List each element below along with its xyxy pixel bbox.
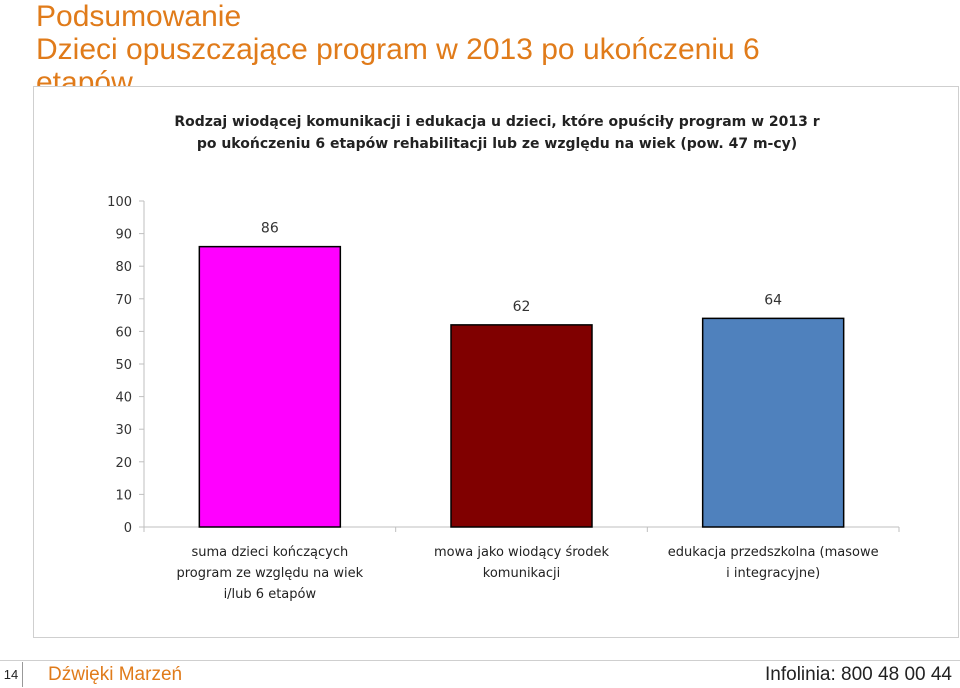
y-tick-label-6: 60: [115, 325, 132, 340]
category-label-0-line-2: i/lub 6 etapów: [224, 587, 317, 602]
data-label-0: 86: [261, 221, 279, 237]
data-label-2: 64: [764, 292, 782, 308]
bar-1: [450, 324, 593, 528]
slide-title-line-1: Podsumowanie: [36, 0, 242, 33]
category-label-0-line-0: suma dzieci kończących: [191, 545, 348, 560]
category-label-1-line-1: komunikacji: [483, 566, 560, 581]
category-label-1-line-0: mowa jako wiodący środek: [434, 545, 610, 560]
y-tick-label-9: 90: [115, 228, 132, 243]
slide-title-line-2: Dzieci opuszczające program w 2013 po uk…: [36, 33, 760, 66]
category-label-0-line-1: program ze względu na wiek: [177, 566, 364, 581]
y-tick-label-3: 30: [115, 423, 132, 438]
y-tick-label-8: 80: [115, 260, 132, 275]
chart-title: Rodzaj wiodącej komunikacji i edukacja u…: [34, 111, 960, 155]
y-tick-label-1: 10: [115, 488, 132, 503]
bar-2: [701, 317, 845, 528]
y-tick-label-2: 20: [115, 456, 132, 471]
page-number: 14: [0, 662, 23, 687]
category-label-2-line-0: edukacja przedszkolna (masowe: [668, 545, 879, 560]
slide-title: Podsumowanie Dzieci opuszczające program…: [36, 0, 936, 99]
category-label-2: edukacja przedszkolna (masowe i integracy…: [668, 545, 879, 581]
bar-0: [198, 245, 342, 528]
footer-hotline: Infolinia: 800 48 00 44: [765, 664, 952, 685]
chart-title-line-2: po ukończeniu 6 etapów rehabilitacji lub…: [196, 136, 798, 152]
bar-chart: 0 10 20 30 40 50 60 70 80 90 100 86 suma dzieci końc…: [107, 195, 900, 602]
y-tick-label-0: 0: [124, 521, 132, 536]
chart-container: Rodzaj wiodącej komunikacji i edukacja u…: [33, 86, 959, 638]
chart-title-line-1: Rodzaj wiodącej komunikacji i edukacja u…: [174, 114, 820, 130]
category-label-1: mowa jako wiodący środek komunikacji: [434, 545, 610, 581]
category-label-0: suma dzieci kończących program ze względu…: [177, 545, 364, 602]
footer-brand: Dźwięki Marzeń: [48, 664, 183, 685]
category-label-2-line-1: i integracyjne): [726, 566, 820, 581]
y-tick-label-5: 50: [115, 358, 132, 373]
y-tick-label-4: 40: [115, 391, 132, 406]
y-tick-label-10: 100: [107, 195, 132, 210]
data-label-1: 62: [513, 299, 531, 315]
footer-bar: [0, 660, 960, 688]
y-tick-label-7: 70: [115, 293, 132, 308]
